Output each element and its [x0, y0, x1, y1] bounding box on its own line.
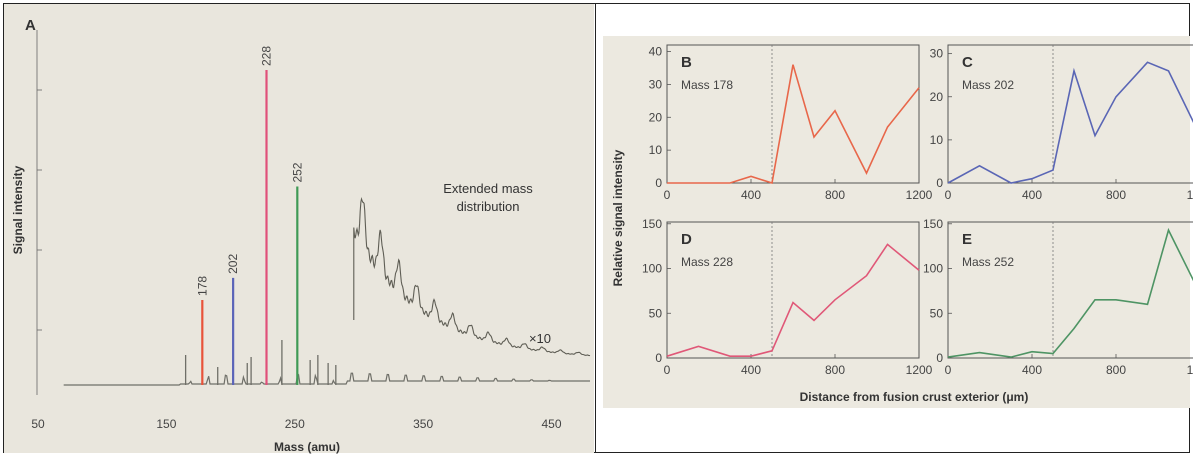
- panel-c-series-label: Mass 202: [962, 78, 1014, 92]
- y-axis-label: Signal intensity: [11, 165, 25, 254]
- panel-e-x-tick-label: 800: [1106, 363, 1126, 377]
- panel-c-letter: C: [962, 54, 973, 71]
- panel-c-y-tick-label: 30: [930, 47, 944, 61]
- panel-d-x-tick-label: 400: [741, 363, 761, 377]
- panel-d-x-tick-label: 1200: [906, 363, 933, 377]
- panel-b-y-tick-label: 20: [649, 110, 663, 124]
- panel-b-x-tick-label: 400: [741, 188, 761, 202]
- panel-b-series-label: Mass 178: [681, 78, 733, 92]
- panel-c-x-tick-label: 0: [945, 188, 952, 202]
- panel-d-x-tick-label: 800: [825, 363, 845, 377]
- x-tick-label: 450: [541, 417, 561, 431]
- peak-label: 178: [195, 276, 209, 296]
- panel-e-x-tick-label: 0: [945, 363, 952, 377]
- panel-d-series-line: [666, 243, 920, 358]
- panel-c-x-tick-label: 1200: [1187, 188, 1193, 202]
- panel-c-y-tick-label: 0: [936, 176, 943, 190]
- panel-e-y-tick-label: 50: [930, 306, 944, 320]
- annotation-extended-line2: distribution: [457, 199, 520, 214]
- x-tick-label: 50: [31, 417, 45, 431]
- panel-e-frame: [947, 221, 1193, 359]
- panel-b-y-tick-label: 0: [655, 176, 662, 190]
- panel-c-x-tick-label: 800: [1106, 188, 1126, 202]
- x-tick-label: 350: [413, 417, 433, 431]
- annotation-extended-line1: Extended mass: [443, 181, 533, 196]
- panel-b-series-line: [667, 64, 920, 185]
- panel-d-frame: [666, 221, 920, 359]
- peak-label: 228: [260, 46, 274, 66]
- peak-label: 252: [290, 162, 304, 182]
- panel-e-y-tick-label: 150: [923, 217, 943, 231]
- panel-d-y-tick-label: 0: [655, 351, 662, 365]
- panel-b-frame: [666, 44, 920, 184]
- panel-e-x-tick-label: 1200: [1187, 363, 1193, 377]
- panel-e-letter: E: [962, 231, 972, 248]
- panel-d-y-tick-label: 50: [649, 306, 663, 320]
- annotation-scale: ×10: [529, 331, 551, 346]
- panel-e-series-label: Mass 252: [962, 255, 1014, 269]
- shared-x-axis-label: Distance from fusion crust exterior (μm): [800, 390, 1029, 404]
- panel-d-y-tick-label: 150: [642, 217, 662, 231]
- panel-b-x-tick-label: 1200: [906, 188, 933, 202]
- panel-d-x-tick-label: 0: [664, 363, 671, 377]
- panel-b-x-tick-label: 800: [825, 188, 845, 202]
- spectrum-baseline: [63, 372, 590, 386]
- panel-b-letter: B: [681, 54, 692, 71]
- panel-label-a: A: [25, 17, 36, 34]
- panel-b-y-tick-label: 30: [649, 77, 663, 91]
- panel-b-y-tick-label: 10: [649, 143, 663, 157]
- panel-c-series-line: [947, 61, 1193, 184]
- shared-y-axis-label: Relative signal intensity: [611, 149, 625, 286]
- x-tick-label: 250: [285, 417, 305, 431]
- x-axis-label: Mass (amu): [274, 440, 340, 454]
- panel-e-series-line: [947, 227, 1193, 358]
- panel-e-y-tick-label: 100: [923, 262, 943, 276]
- extended-mass-trace: [353, 196, 591, 357]
- panel-e-y-tick-label: 0: [936, 351, 943, 365]
- panel-c-frame: [947, 44, 1193, 184]
- panel-d-series-label: Mass 228: [681, 255, 733, 269]
- spectrum-plot-group: 50 150 250 350 450 178 202 228 252: [31, 30, 591, 431]
- panel-d-y-tick-label: 100: [642, 262, 662, 276]
- panel-c-x-tick-label: 400: [1022, 188, 1042, 202]
- panel-e-x-tick-label: 400: [1022, 363, 1042, 377]
- panel-d-letter: D: [681, 231, 692, 248]
- x-tick-label: 150: [156, 417, 176, 431]
- figure-divider: [595, 3, 596, 453]
- panel-c-y-tick-label: 20: [930, 90, 944, 104]
- panel-b-y-tick-label: 40: [649, 45, 663, 59]
- peak-label: 202: [226, 254, 240, 274]
- panel-b-x-tick-label: 0: [664, 188, 671, 202]
- panel-c-y-tick-label: 10: [930, 133, 944, 147]
